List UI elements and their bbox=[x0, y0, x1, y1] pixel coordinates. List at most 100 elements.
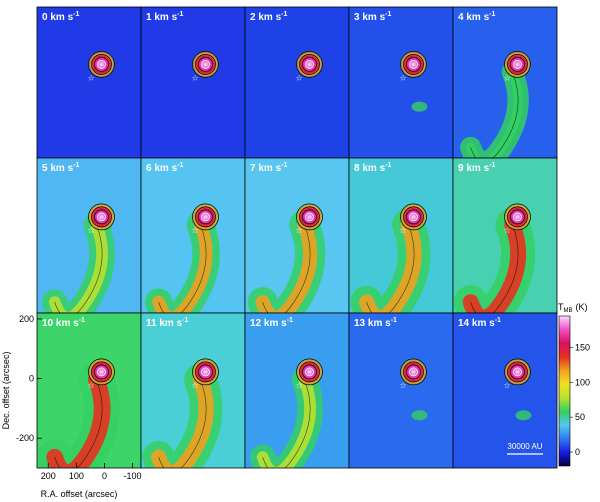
unit-exponent: -1 bbox=[385, 11, 391, 18]
source-contour bbox=[305, 367, 314, 377]
unit-exponent: -1 bbox=[489, 11, 495, 18]
channel-panel: ☆ 14 km s-1 bbox=[452, 312, 558, 469]
panel-image: ☆ bbox=[349, 158, 453, 313]
colorbar-title: TMB (K) bbox=[558, 302, 588, 314]
source-contour bbox=[299, 361, 320, 383]
contour bbox=[54, 224, 103, 313]
star-marker: ☆ bbox=[87, 73, 94, 82]
star-marker: ☆ bbox=[87, 381, 94, 390]
y-tick-label: 0 bbox=[29, 374, 34, 384]
panel-frame bbox=[452, 312, 558, 469]
velocity-value: 11 km s bbox=[146, 318, 183, 329]
panel-velocity-label: 10 km s-1 bbox=[42, 317, 85, 329]
x-tick-label: 0 bbox=[102, 471, 107, 481]
x-tick-label: 200 bbox=[41, 471, 56, 481]
source-contour bbox=[97, 212, 106, 222]
source-contour bbox=[513, 60, 522, 69]
channel-panel: ☆ 3 km s-1 bbox=[348, 6, 454, 159]
source-contour bbox=[406, 364, 421, 380]
panel-image: ☆ bbox=[141, 313, 245, 468]
channel-panel: ☆ 7 km s-1 bbox=[244, 157, 350, 314]
panel-image: ☆ bbox=[453, 158, 557, 313]
channel-panel: ☆ 8 km s-1 bbox=[348, 157, 454, 314]
star-marker: ☆ bbox=[87, 226, 94, 235]
source-contour bbox=[510, 364, 525, 380]
source-contour bbox=[192, 51, 219, 78]
emission-clump bbox=[515, 410, 532, 421]
source-contour bbox=[91, 361, 112, 383]
source-contour bbox=[507, 54, 528, 75]
channel-panel: ☆ 12 km s-1 bbox=[244, 312, 350, 469]
axes: 200 100 0 -100 200 0 -200 R.A. offset (arcsec) D… bbox=[1, 314, 543, 499]
source-contour bbox=[97, 60, 106, 69]
panel-velocity-label: 9 km s-1 bbox=[458, 162, 495, 174]
source-contour bbox=[94, 364, 109, 380]
panel-image: ☆ bbox=[349, 7, 453, 158]
source-contour bbox=[403, 54, 424, 75]
panel-velocity-label: 13 km s-1 bbox=[354, 317, 397, 329]
source-contour bbox=[195, 206, 216, 228]
unit-exponent: -1 bbox=[73, 11, 79, 18]
colorbar-tick-label: 0 bbox=[575, 447, 580, 457]
colorbar-tick-label: 50 bbox=[575, 412, 585, 422]
y-tick-label: 200 bbox=[19, 314, 34, 324]
source-contour bbox=[409, 60, 418, 69]
panel-velocity-label: 3 km s-1 bbox=[354, 11, 391, 23]
velocity-value: 9 km s bbox=[458, 163, 490, 174]
source-contour bbox=[88, 203, 115, 231]
scale-bar-label: 30000 AU bbox=[507, 442, 542, 451]
velocity-value: 10 km s bbox=[42, 318, 79, 329]
x-tick-label: 100 bbox=[69, 471, 84, 481]
unit-exponent: -1 bbox=[182, 317, 188, 324]
panel-image: ☆ bbox=[245, 158, 349, 313]
source-contour bbox=[296, 203, 323, 231]
star-marker: ☆ bbox=[191, 381, 198, 390]
colorbar-unit: (K) bbox=[576, 302, 588, 312]
source-contour bbox=[192, 203, 219, 231]
panel-background bbox=[453, 313, 557, 468]
source-contour bbox=[91, 54, 112, 75]
source-contour bbox=[409, 367, 418, 377]
source-contour bbox=[198, 364, 213, 380]
star-marker: ☆ bbox=[503, 226, 510, 235]
velocity-value: 12 km s bbox=[250, 318, 287, 329]
velocity-value: 6 km s bbox=[146, 163, 178, 174]
velocity-value: 3 km s bbox=[354, 12, 386, 23]
unit-exponent: -1 bbox=[281, 11, 287, 18]
velocity-value: 4 km s bbox=[458, 12, 490, 23]
x-tick-label: -100 bbox=[124, 471, 142, 481]
source-contour bbox=[198, 57, 213, 72]
unit-exponent: -1 bbox=[489, 162, 495, 169]
source-contour bbox=[504, 51, 531, 78]
channel-panel: ☆ 4 km s-1 bbox=[452, 6, 558, 159]
source-contour bbox=[400, 51, 427, 78]
source-contour bbox=[400, 358, 427, 386]
channel-panel: ☆ 1 km s-1 bbox=[140, 6, 246, 159]
source-contour bbox=[97, 367, 106, 377]
panel-image: ☆ bbox=[453, 7, 557, 158]
source-contour bbox=[504, 358, 531, 386]
source-contour bbox=[94, 57, 109, 72]
panel-image: ☆ bbox=[453, 313, 557, 468]
contour bbox=[54, 379, 103, 468]
panel-background bbox=[141, 7, 245, 158]
contour bbox=[366, 224, 415, 313]
star-marker: ☆ bbox=[503, 73, 510, 82]
source-contour bbox=[507, 361, 528, 383]
star-marker: ☆ bbox=[191, 226, 198, 235]
star-marker: ☆ bbox=[295, 381, 302, 390]
source-contour bbox=[302, 364, 317, 380]
source-contour bbox=[201, 212, 210, 222]
source-contour bbox=[88, 51, 115, 78]
colorbar-tick-label: 100 bbox=[575, 377, 590, 387]
source-contour bbox=[302, 209, 317, 225]
panel-image: ☆ bbox=[245, 7, 349, 158]
source-contour bbox=[513, 212, 522, 222]
colorbar: 0 50 100 150 TMB (K) bbox=[558, 302, 590, 467]
source-contour bbox=[195, 54, 216, 75]
source-contour bbox=[409, 212, 418, 222]
contour bbox=[262, 224, 311, 313]
panel-image: ☆ bbox=[349, 313, 453, 468]
unit-exponent: -1 bbox=[287, 317, 293, 324]
colorbar-gradient bbox=[558, 315, 571, 467]
